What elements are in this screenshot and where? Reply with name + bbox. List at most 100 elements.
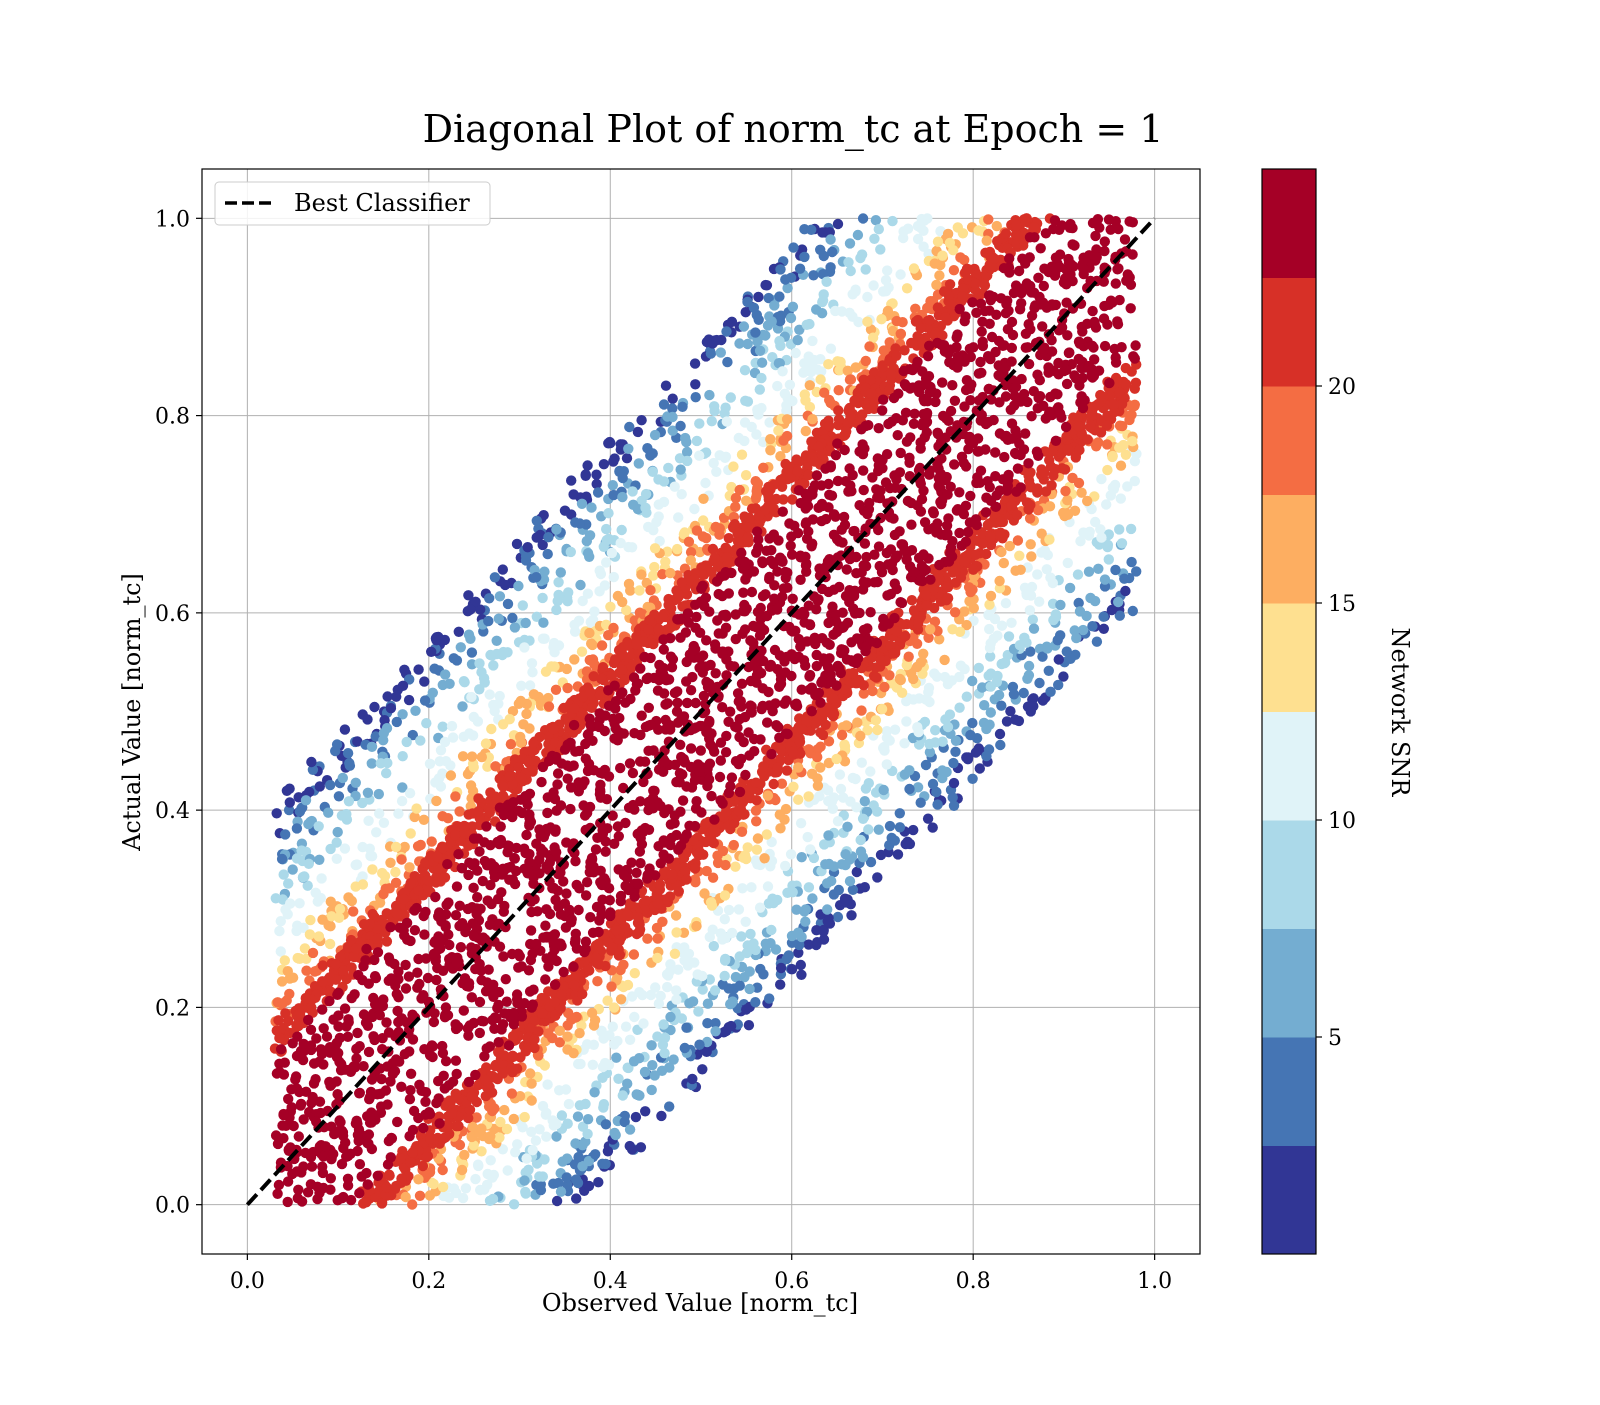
scatter-point bbox=[702, 1018, 712, 1028]
scatter-point bbox=[1114, 443, 1124, 453]
scatter-point bbox=[304, 859, 314, 869]
scatter-point bbox=[586, 617, 596, 627]
scatter-point bbox=[932, 799, 942, 809]
scatter-point bbox=[741, 917, 751, 927]
scatter-point bbox=[577, 989, 587, 999]
scatter-point bbox=[470, 1174, 480, 1184]
scatter-point bbox=[763, 881, 773, 891]
scatter-point bbox=[617, 492, 627, 502]
scatter-point bbox=[485, 807, 495, 817]
scatter-point bbox=[835, 357, 845, 367]
scatter-point bbox=[587, 1008, 597, 1018]
scatter-point bbox=[864, 341, 874, 351]
scatter-point bbox=[431, 796, 441, 806]
scatter-point bbox=[788, 747, 798, 757]
scatter-point bbox=[937, 251, 947, 261]
scatter-point bbox=[814, 791, 824, 801]
scatter-point bbox=[741, 470, 751, 480]
scatter-point bbox=[899, 738, 909, 748]
scatter-point bbox=[538, 634, 548, 644]
scatter-point bbox=[879, 682, 889, 692]
scatter-point bbox=[367, 742, 377, 752]
scatter-point bbox=[983, 520, 993, 530]
scatter-point bbox=[957, 291, 967, 301]
scatter-point bbox=[528, 738, 538, 748]
scatter-point bbox=[601, 1119, 611, 1129]
scatter-point bbox=[1070, 506, 1080, 516]
scatter-point bbox=[924, 683, 934, 693]
scatter-point bbox=[705, 932, 715, 942]
scatter-point bbox=[278, 998, 288, 1008]
scatter-point bbox=[379, 818, 389, 828]
scatter-point bbox=[624, 422, 634, 432]
scatter-point bbox=[627, 486, 637, 496]
scatter-point bbox=[467, 751, 477, 761]
scatter-point bbox=[305, 915, 315, 925]
scatter-point bbox=[788, 242, 798, 252]
scatter-point bbox=[897, 317, 907, 327]
scatter-point bbox=[720, 954, 730, 964]
scatter-point bbox=[812, 937, 822, 947]
scatter-point bbox=[990, 614, 1000, 624]
scatter-point bbox=[392, 717, 402, 727]
scatter-point bbox=[514, 699, 524, 709]
scatter-point bbox=[1085, 527, 1095, 537]
scatter-point bbox=[906, 338, 916, 348]
scatter-point bbox=[577, 647, 587, 657]
scatter-point bbox=[943, 229, 953, 239]
scatter-point bbox=[683, 956, 693, 966]
scatter-point bbox=[787, 964, 797, 974]
scatter-point bbox=[334, 913, 344, 923]
scatter-point bbox=[543, 1028, 553, 1038]
scatter-point bbox=[994, 690, 1004, 700]
scatter-point bbox=[613, 1074, 623, 1084]
scatter-point bbox=[1025, 513, 1035, 523]
scatter-point bbox=[543, 549, 553, 559]
scatter-point bbox=[850, 678, 860, 688]
scatter-point bbox=[664, 1101, 674, 1111]
scatter-point bbox=[590, 1149, 600, 1159]
scatter-point bbox=[629, 728, 639, 738]
scatter-point bbox=[369, 702, 379, 712]
scatter-point bbox=[335, 904, 345, 914]
scatter-point bbox=[812, 364, 822, 374]
scatter-point bbox=[447, 1108, 457, 1118]
scatter-point bbox=[707, 416, 717, 426]
scatter-point bbox=[924, 315, 934, 325]
scatter-point bbox=[674, 886, 684, 896]
scatter-point bbox=[913, 618, 923, 628]
scatter-point bbox=[805, 380, 815, 390]
scatter-point bbox=[455, 1140, 465, 1150]
scatter-point bbox=[399, 665, 409, 675]
scatter-point bbox=[893, 849, 903, 859]
scatter-point bbox=[529, 1034, 539, 1044]
scatter-point bbox=[786, 313, 796, 323]
scatter-point bbox=[1000, 657, 1010, 667]
scatter-point bbox=[841, 426, 851, 436]
scatter-point bbox=[418, 1161, 428, 1171]
scatter-point bbox=[367, 864, 377, 874]
scatter-point bbox=[950, 747, 960, 757]
scatter-point bbox=[771, 944, 781, 954]
scatter-point bbox=[1087, 306, 1097, 316]
scatter-point bbox=[569, 654, 579, 664]
scatter-point bbox=[1032, 569, 1042, 579]
scatter-point bbox=[1096, 427, 1106, 437]
scatter-point bbox=[783, 393, 793, 403]
scatter-point bbox=[1001, 228, 1011, 238]
scatter-point bbox=[649, 562, 659, 572]
scatter-point bbox=[575, 1059, 585, 1069]
scatter-point bbox=[831, 450, 841, 460]
scatter-point bbox=[995, 729, 1005, 739]
scatter-point bbox=[857, 758, 867, 768]
scatter-point bbox=[1044, 666, 1054, 676]
scatter-point bbox=[440, 669, 450, 679]
scatter-point bbox=[1053, 680, 1063, 690]
scatter-point bbox=[634, 585, 644, 595]
scatter-point bbox=[782, 729, 792, 739]
scatter-point bbox=[479, 673, 489, 683]
scatter-point bbox=[874, 825, 884, 835]
scatter-point bbox=[895, 674, 905, 684]
scatter-point bbox=[773, 425, 783, 435]
scatter-point bbox=[775, 979, 785, 989]
